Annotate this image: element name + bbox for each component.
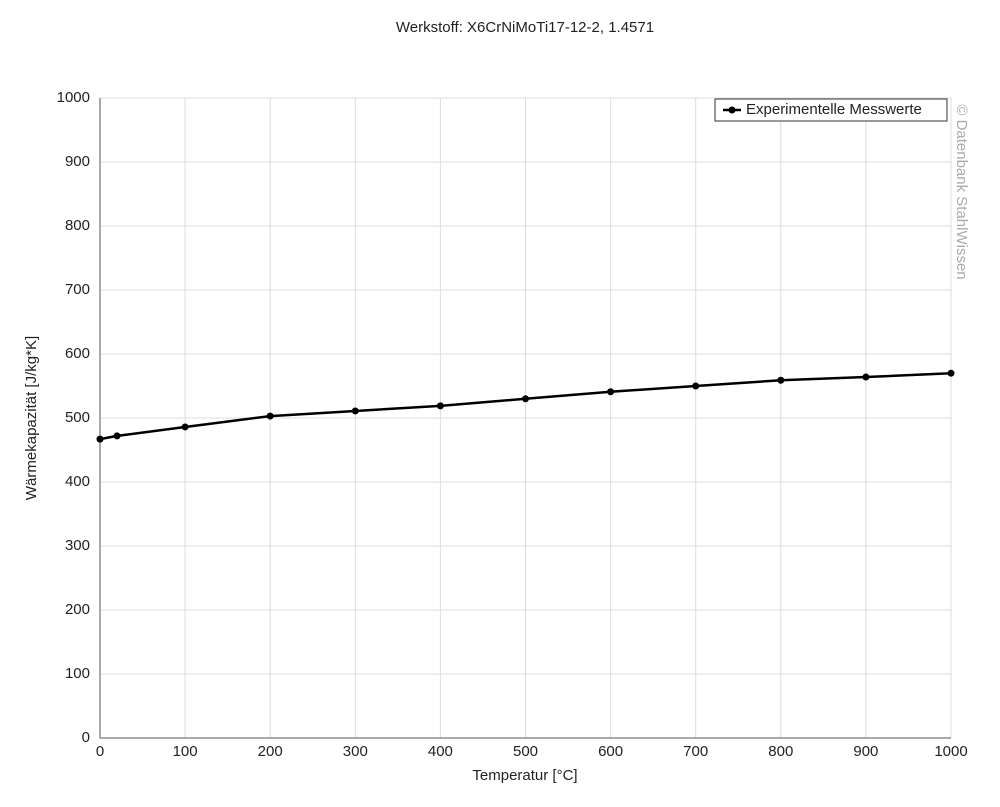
legend-box xyxy=(714,98,948,122)
y-tick-label: 700 xyxy=(65,281,90,298)
x-tick-label: 400 xyxy=(428,743,453,760)
legend-label: Experimentelle Messwerte xyxy=(746,101,922,118)
point xyxy=(947,369,955,377)
y-tick-label: 200 xyxy=(65,601,90,618)
x-tick-label: 600 xyxy=(598,743,623,760)
point xyxy=(522,395,529,403)
x-tick-label: 1000 xyxy=(934,743,967,760)
line xyxy=(99,371,952,441)
point xyxy=(351,407,359,415)
y-tick-label: 600 xyxy=(65,345,90,362)
x-tick-label: 0 xyxy=(96,743,104,760)
x-axis-label: Temperatur [°C] xyxy=(472,767,577,784)
point xyxy=(777,376,785,384)
point xyxy=(436,402,444,410)
y-tick-label: 800 xyxy=(65,217,90,234)
y-tick-label: 300 xyxy=(65,537,90,554)
x-tick-label: 300 xyxy=(343,743,368,760)
legend: Experimentelle Messwerte xyxy=(714,98,948,122)
y-tick-label: 100 xyxy=(65,665,90,682)
y-tick-label: 400 xyxy=(65,473,90,490)
point xyxy=(113,432,121,440)
x-tick-label: 700 xyxy=(683,743,708,760)
y-tick-label: 900 xyxy=(65,153,90,170)
x-tick-label: 200 xyxy=(258,743,283,760)
point xyxy=(607,388,615,396)
x-tick-label: 900 xyxy=(853,743,878,760)
y-axis-label: Wärmekapazität [J/kg*K] xyxy=(23,336,40,500)
point xyxy=(266,412,274,420)
point xyxy=(96,435,104,443)
point xyxy=(692,382,700,390)
y-tick-label: 1000 xyxy=(57,89,90,106)
chart-title: Werkstoff: X6CrNiMoTi17-12-2, 1.4571 xyxy=(396,19,654,36)
legend-marker xyxy=(728,106,736,114)
point xyxy=(862,373,870,381)
x-tick-label: 800 xyxy=(768,743,793,760)
x-tick-label: 100 xyxy=(173,743,198,760)
y-tick-label: 0 xyxy=(82,729,90,746)
watermark: © Datenbank StahlWissen xyxy=(953,104,970,279)
point xyxy=(181,423,189,431)
y-tick-label: 500 xyxy=(65,409,90,426)
x-tick-label: 500 xyxy=(513,743,538,760)
